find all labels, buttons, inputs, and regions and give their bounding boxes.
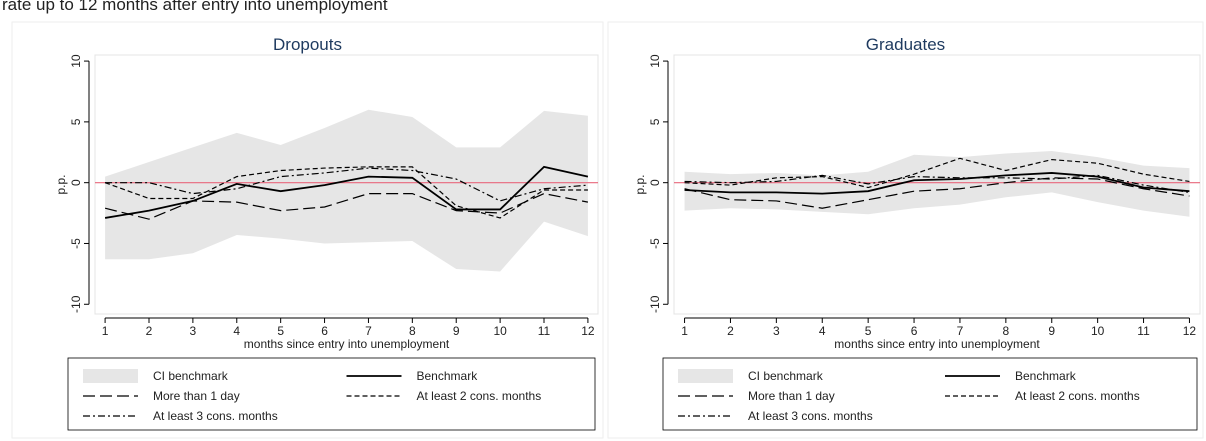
series-line [684,172,1190,195]
x-tick-label: 3 [190,324,197,338]
y-axis-label: p.p. [54,174,68,194]
x-tick-label: 12 [581,324,595,338]
legend-label: CI benchmark [153,369,229,383]
y-tick-label: -5 [69,238,83,249]
y-tick-label: -5 [648,238,662,249]
x-tick-label: 2 [146,324,153,338]
y-tick-label: 0 [648,179,662,186]
caption: rate up to 12 months after entry into un… [2,0,388,14]
x-tick-label: 11 [538,324,551,338]
x-tick-label: 5 [865,324,872,338]
x-tick-label: 6 [911,324,918,338]
legend-label: More than 1 day [748,389,835,403]
x-tick-label: 1 [681,324,688,338]
series-line [684,157,1190,189]
y-axis-label: p.p. [633,174,647,194]
panel-title: Graduates [866,35,945,54]
ci-band [105,109,588,272]
x-tick-label: 5 [277,324,284,338]
x-tick-label: 4 [233,324,240,338]
x-tick-label: 6 [321,324,328,338]
legend-label: At least 2 cons. months [417,389,542,403]
series-line [684,177,1190,209]
legend-label: At least 3 cons. months [153,409,278,423]
legend-label: More than 1 day [153,389,240,403]
ci-band [684,151,1190,217]
y-tick-label: 0 [69,179,83,186]
x-tick-label: 10 [493,324,507,338]
x-tick-label: 10 [1091,324,1105,338]
x-tick-label: 3 [773,324,780,338]
x-tick-label: 4 [819,324,826,338]
series-line [684,174,1190,193]
legend-swatch [678,369,733,383]
x-tick-label: 9 [453,324,460,338]
x-tick-label: 1 [102,324,109,338]
y-tick-label: -10 [648,295,662,313]
legend-label: At least 3 cons. months [748,409,873,423]
y-tick-label: -10 [69,295,83,313]
series-line [105,167,588,202]
x-tick-label: 7 [957,324,964,338]
y-tick-label: 5 [648,118,662,125]
x-tick-label: 12 [1183,324,1197,338]
y-tick-label: 5 [69,118,83,125]
x-axis-label: months since entry into unemployment [834,337,1040,351]
legend-box [662,357,1198,431]
x-tick-label: 7 [365,324,372,338]
series-line [104,192,589,220]
series-line [104,165,589,219]
x-tick-label: 2 [727,324,734,338]
x-tick-label: 8 [409,324,416,338]
legend-label: Benchmark [1015,369,1077,383]
x-tick-label: 9 [1048,324,1055,338]
x-tick-label: 11 [1137,324,1150,338]
legend-swatch [83,369,138,383]
legend-label: At least 2 cons. months [1015,389,1140,403]
legend-box [67,357,596,431]
x-axis-label: months since entry into unemployment [244,337,450,351]
y-tick-label: 10 [69,54,83,68]
series-line [104,166,588,219]
panel-title: Dropouts [273,35,342,54]
legend-label: Benchmark [417,369,479,383]
y-tick-label: 10 [648,54,662,68]
legend-label: CI benchmark [748,369,824,383]
x-tick-label: 8 [1003,324,1010,338]
